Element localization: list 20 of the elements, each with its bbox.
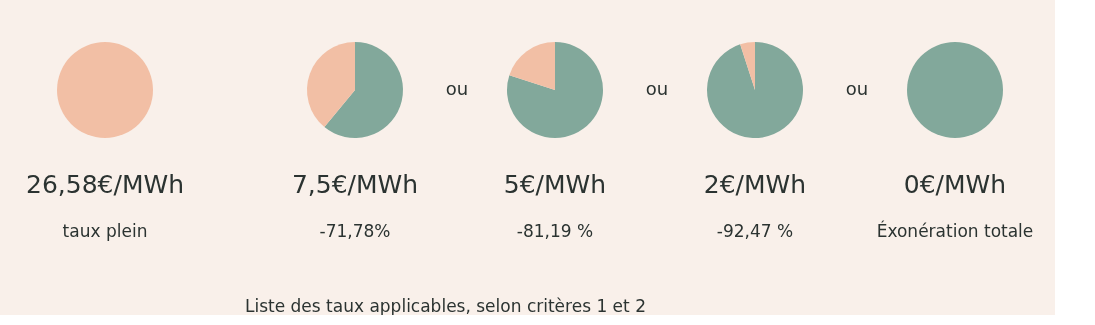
text: taux plein — [62, 221, 148, 241]
pie-slice — [707, 42, 803, 138]
text: 5€/MWh — [503, 170, 607, 199]
pie-slice — [507, 42, 603, 138]
text: Liste des taux applicables, selon critères 1 et 2 — [245, 296, 646, 316]
pie-slice — [324, 42, 403, 138]
text: 26,58€/MWh — [25, 170, 185, 199]
text: -92,47 % — [716, 221, 794, 241]
text: -81,19 % — [516, 221, 594, 241]
text: 2€/MWh — [703, 170, 807, 199]
pie-slice — [509, 42, 555, 90]
pie-slice — [307, 42, 355, 127]
text: -71,78% — [319, 221, 391, 241]
text: 7,5€/MWh — [291, 170, 419, 199]
text: ou — [645, 78, 669, 99]
text: 0€/MWh — [903, 170, 1007, 199]
text: ou — [845, 78, 869, 99]
text: Éxonération totale — [876, 220, 1034, 241]
text: ou — [445, 78, 469, 99]
pie-slice — [740, 42, 755, 90]
